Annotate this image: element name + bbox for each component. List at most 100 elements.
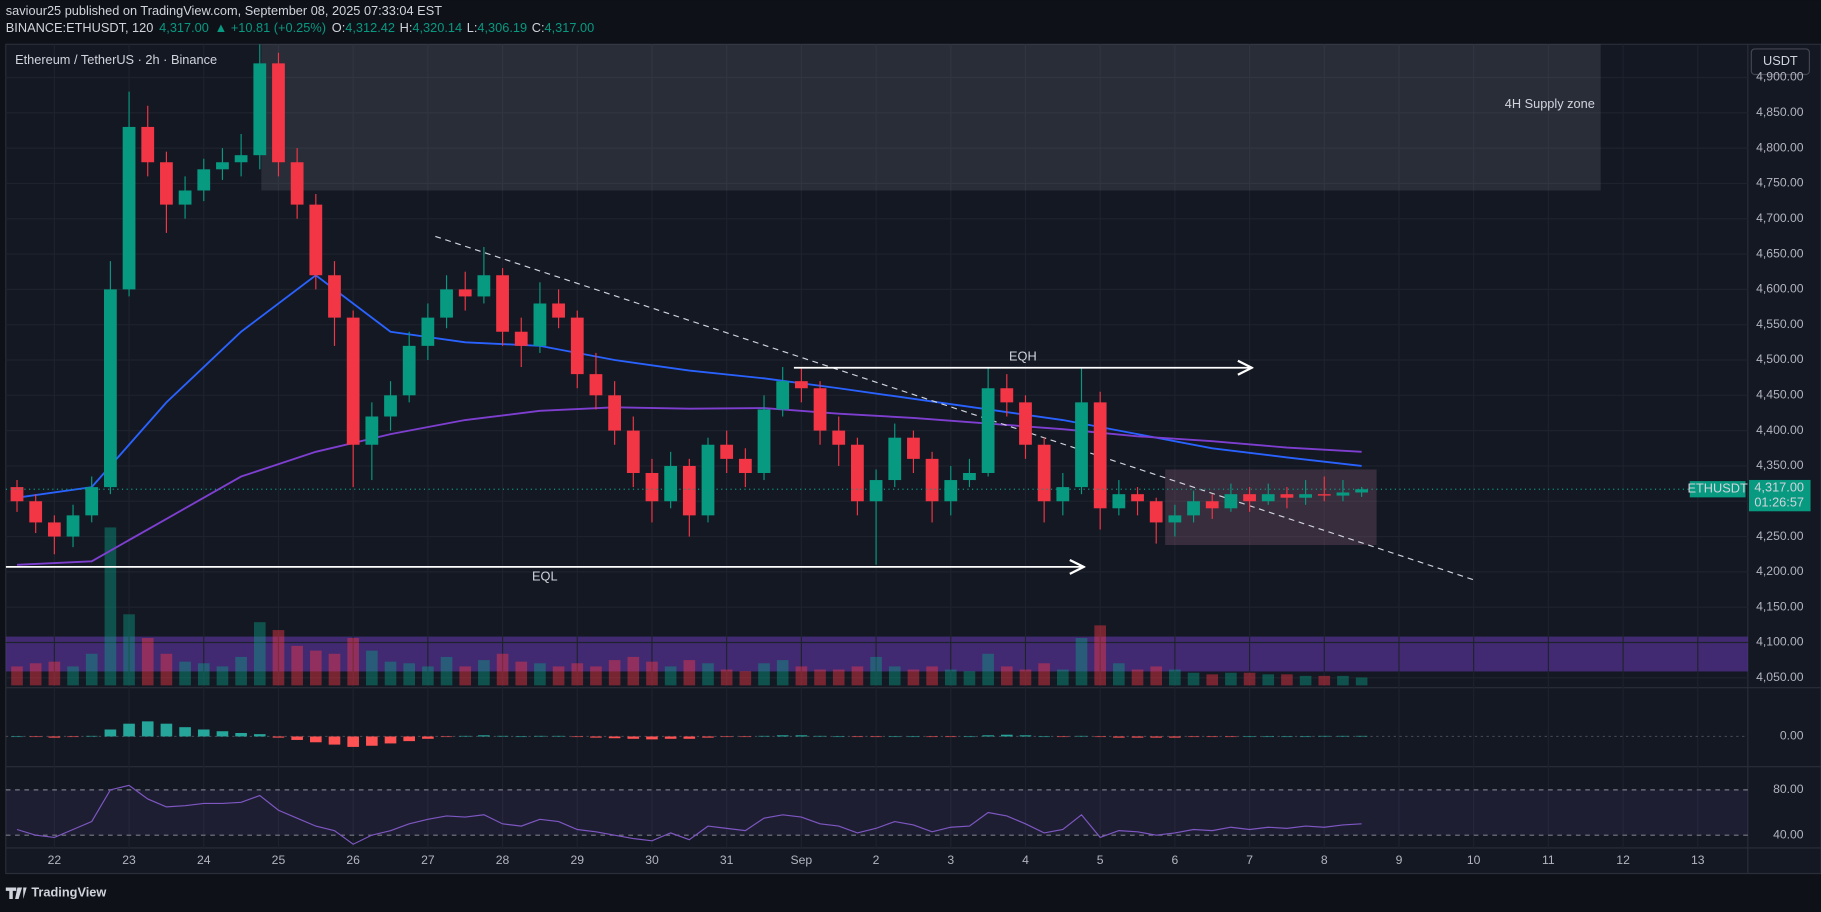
macd-bar [515,736,528,738]
y-tick-label: 80.00 [1773,782,1804,796]
macd-bar [459,735,472,737]
grid [5,44,1748,848]
publisher-line: saviour25 published on TradingView.com, … [6,3,442,18]
volume-bar [832,669,845,686]
change: ▲ +10.81 (+0.25%) [215,21,326,36]
volume-bar [534,663,546,686]
volume-bar [870,656,882,686]
macd-bar [197,729,210,737]
volume-bar [627,656,640,686]
price-tag [1748,479,1811,512]
x-tick-label: 22 [48,853,62,867]
candle-body [664,465,678,502]
macd-bar [1150,736,1163,738]
y-tick-label: 4,850.00 [1756,105,1804,119]
x-tick-label: 12 [1616,853,1630,867]
volume-bar [907,669,920,686]
macd-bar [1187,736,1200,738]
volume-bar [67,666,79,686]
y-tick-label: 4,350.00 [1756,458,1804,472]
x-tick-label: 3 [947,853,954,867]
candle-body [514,331,528,346]
macd-bar [1038,736,1050,738]
macd-bar [104,729,117,737]
y-tick-label: 4,400.00 [1756,423,1804,437]
x-tick-label: 26 [346,853,360,867]
volume-bar [851,666,864,686]
volume-bar [1113,663,1125,686]
macd-bar [384,736,397,744]
macd-bar [702,736,714,738]
macd-bar [627,736,640,739]
countdown-label: 01:26:57 [1754,495,1804,510]
pane-title: Ethereum / TetherUS · 2h · Binance [15,52,217,67]
volume-bar [758,663,770,686]
macd-bar [85,735,98,737]
supply-zone-label: 4H Supply zone [1505,96,1595,111]
volume-bar [272,630,285,686]
price: 4,317.00 [159,21,209,36]
candle-body [197,169,211,191]
macd-bar [216,731,229,737]
macd-bar [1299,736,1312,738]
macd-bar [48,736,61,738]
candle-body [234,155,248,163]
y-tick-label: 4,200.00 [1756,564,1804,578]
x-tick-label: 5 [1097,853,1104,867]
macd-bar [814,735,826,737]
macd-bar [179,727,191,737]
macd-bar [328,736,341,745]
candle-body [365,416,379,445]
macd-bar [590,736,602,738]
candle-body [794,381,808,389]
volume-bar [29,663,42,686]
volume-bar [48,661,61,686]
volume-bar [1075,637,1088,686]
volume-bar [888,666,901,686]
candle-body [160,162,173,205]
candle-body [813,388,827,431]
candle-body [346,317,360,445]
x-tick-label: 27 [421,853,435,867]
y-tick-label: 4,250.00 [1756,529,1804,543]
y-tick-label: 4,450.00 [1756,388,1804,402]
candle-body [925,458,939,502]
volume-bar [1094,625,1106,686]
candle-body [1093,402,1107,509]
symbol-line: BINANCE:ETHUSDT, 120 4,317.00 ▲ +10.81 (+0… [6,21,594,36]
candle-body [1205,501,1219,509]
supply-zone [261,44,1601,191]
macd-bar [422,736,434,739]
y-tick-label: 40.00 [1773,827,1804,841]
candle-body [907,437,920,459]
macd-bar [160,723,173,737]
candle-body [104,289,117,488]
volume-bar [496,653,509,686]
volume-bar [384,661,397,686]
y-tick-label: 4,550.00 [1756,317,1804,331]
candle-body [1336,492,1350,496]
macd-bar [123,723,135,737]
volume-bar [1243,672,1256,686]
macd-bar [832,736,845,738]
macd-bar [310,736,322,743]
symbol-tag-label: ETHUSDT [1687,481,1747,496]
currency-label[interactable]: USDT [1763,53,1798,68]
macd-bar [1337,735,1349,737]
candle-body [1056,487,1070,502]
candle-body [458,289,472,297]
macd-bar [944,736,957,738]
candle-body [1131,494,1144,502]
volume-bar [702,663,714,686]
macd-bar [534,735,546,737]
currency-button[interactable] [1750,48,1810,76]
macd-bar [1057,736,1069,738]
candle-body [1112,494,1126,509]
macd-bar [291,736,303,740]
volume-bar [1299,675,1312,686]
candle-body [682,465,696,516]
macd-bar [683,736,696,739]
macd-bar [1281,736,1293,738]
macd-bar [1094,736,1106,738]
